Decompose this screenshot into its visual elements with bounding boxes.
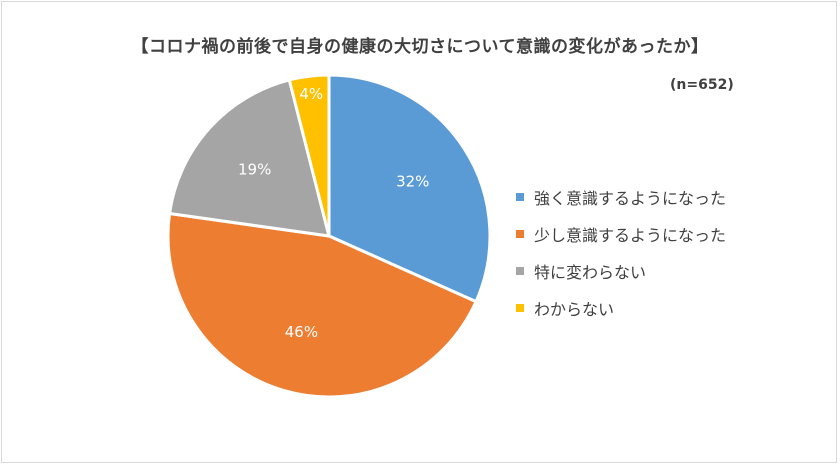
data-label-unknown: 4%	[299, 85, 323, 103]
legend-swatch	[516, 193, 524, 201]
legend-item-somewhat-aware: 少し意識するようになった	[516, 221, 726, 247]
legend-label: 特に変わらない	[534, 263, 647, 282]
legend-label: 強く意識するようになった	[534, 189, 727, 208]
pie-slice-unknown	[287, 73, 331, 238]
sample-size-label: (n=652)	[670, 77, 734, 93]
legend-item-strongly-aware: 強く意識するようになった	[516, 184, 726, 210]
legend-item-unknown: わからない	[516, 295, 726, 321]
pie-slice-somewhat-aware	[166, 212, 478, 399]
data-label-no-change: 19%	[238, 160, 271, 178]
legend-label: 少し意識するようになった	[534, 226, 727, 245]
legend-swatch	[516, 267, 524, 275]
data-label-strongly-aware: 32%	[396, 173, 429, 191]
pie-slice-no-change	[168, 78, 331, 238]
chart-title: 【コロナ禍の前後で自身の健康の大切さについて意識の変化があったか】	[131, 37, 709, 57]
legend-swatch	[516, 304, 524, 312]
chart-legend: 強く意識するようになった 少し意識するようになった 特に変わらない わからない	[516, 184, 726, 332]
legend-swatch	[516, 230, 524, 238]
pie-slice-strongly-aware	[327, 73, 492, 304]
legend-label: わからない	[534, 300, 615, 319]
data-label-somewhat-aware: 46%	[285, 323, 318, 341]
legend-item-no-change: 特に変わらない	[516, 258, 726, 284]
